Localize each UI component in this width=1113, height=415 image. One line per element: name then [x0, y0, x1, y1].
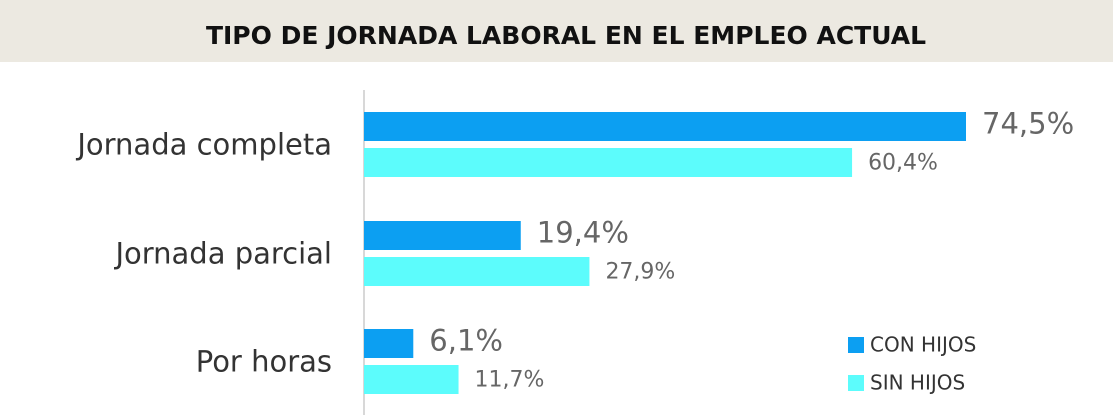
value-label: 11,7%: [475, 368, 545, 393]
value-label: 19,4%: [537, 216, 629, 250]
bar: [364, 112, 966, 141]
legend-label: SIN HIJOS: [870, 371, 965, 395]
legend-label: CON HIJOS: [870, 333, 976, 357]
bar: [364, 329, 414, 358]
chart-title: TIPO DE JORNADA LABORAL EN EL EMPLEO ACT…: [206, 21, 926, 50]
legend-swatch: [848, 337, 864, 353]
bar: [364, 221, 521, 250]
value-label: 6,1%: [429, 324, 503, 358]
category-label: Jornada completa: [75, 128, 332, 162]
legend-swatch: [848, 375, 864, 391]
value-label: 27,9%: [605, 260, 675, 285]
category-label: Jornada parcial: [113, 237, 332, 271]
title-banner: [0, 0, 1113, 62]
bar: [364, 365, 459, 394]
value-label: 74,5%: [982, 107, 1074, 141]
value-label: 60,4%: [868, 151, 938, 176]
bar: [364, 257, 590, 286]
bar: [364, 148, 853, 177]
category-label: Por horas: [196, 345, 332, 379]
